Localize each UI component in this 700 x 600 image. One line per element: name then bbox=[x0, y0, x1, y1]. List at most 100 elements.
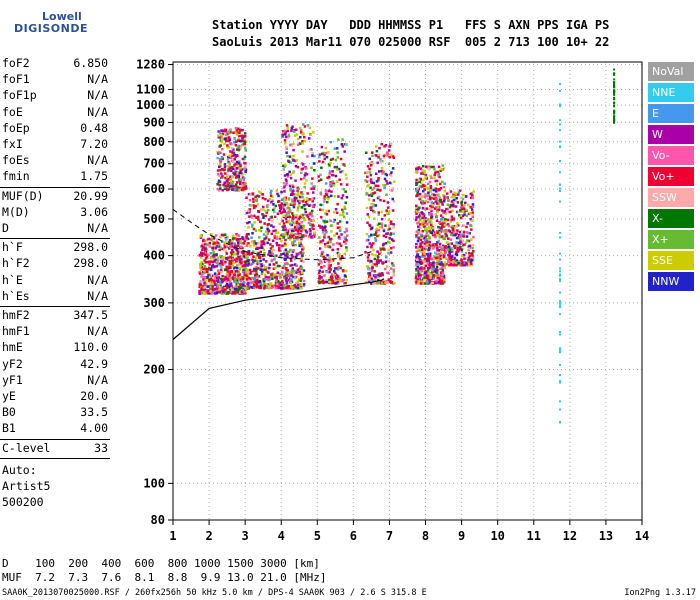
echo-point bbox=[233, 141, 236, 144]
echo-point bbox=[418, 197, 422, 201]
echo-point bbox=[467, 256, 470, 260]
echo-point bbox=[461, 261, 464, 264]
echo-point bbox=[300, 131, 303, 134]
echo-point bbox=[366, 245, 369, 249]
echo-point bbox=[318, 275, 321, 278]
echo-point bbox=[293, 201, 296, 205]
echo-point bbox=[281, 244, 284, 248]
echo-point bbox=[420, 269, 424, 273]
echo-point bbox=[370, 202, 373, 206]
echo-point bbox=[241, 157, 245, 161]
echo-point bbox=[270, 273, 273, 276]
echo-point bbox=[292, 142, 295, 146]
echo-point bbox=[283, 190, 286, 193]
echo-point bbox=[211, 261, 215, 264]
echo-point bbox=[277, 199, 281, 203]
echo-point bbox=[336, 202, 339, 206]
echo-point bbox=[443, 210, 447, 213]
echo-point bbox=[226, 277, 229, 281]
echo-point bbox=[424, 247, 428, 251]
echo-point bbox=[246, 259, 250, 262]
trace-point bbox=[559, 291, 561, 294]
echo-point bbox=[441, 271, 445, 274]
topside-profile bbox=[172, 208, 372, 261]
echo-point bbox=[204, 260, 208, 264]
echo-point bbox=[223, 292, 227, 295]
echo-point bbox=[260, 284, 263, 288]
echo-point bbox=[439, 198, 443, 202]
echo-point bbox=[295, 159, 298, 162]
echo-point bbox=[371, 209, 375, 213]
echo-point bbox=[288, 170, 291, 174]
echo-point bbox=[423, 242, 427, 245]
echo-point bbox=[198, 289, 201, 293]
echo-point bbox=[282, 205, 285, 208]
echo-point bbox=[327, 240, 331, 243]
echo-point bbox=[368, 273, 372, 277]
echo-point bbox=[229, 166, 232, 170]
echo-point bbox=[283, 200, 286, 203]
muf-row: MUF 7.2 7.3 7.6 8.1 8.8 9.9 13.0 21.0 [M… bbox=[2, 571, 327, 584]
x-tick-label: 5 bbox=[314, 529, 321, 543]
echo-point bbox=[254, 244, 258, 247]
echo-point bbox=[438, 208, 441, 212]
echo-point bbox=[294, 216, 298, 219]
echo-point bbox=[429, 195, 432, 198]
echo-point bbox=[459, 263, 462, 267]
echo-point bbox=[301, 150, 304, 153]
echo-point bbox=[377, 275, 380, 279]
echo-point bbox=[234, 130, 237, 133]
param-value: 110.0 bbox=[73, 340, 108, 355]
echo-point bbox=[293, 270, 296, 273]
echo-point bbox=[377, 156, 380, 159]
echo-point bbox=[216, 290, 220, 294]
echo-point bbox=[441, 209, 444, 212]
echo-point bbox=[225, 238, 228, 241]
echo-point bbox=[418, 180, 421, 183]
echo-point bbox=[259, 220, 262, 224]
echo-point bbox=[207, 237, 210, 241]
echo-point bbox=[292, 255, 296, 259]
echo-point bbox=[366, 185, 369, 188]
echo-point bbox=[382, 242, 386, 246]
echo-point bbox=[438, 278, 441, 282]
echo-point bbox=[429, 190, 432, 193]
echo-point bbox=[232, 148, 235, 151]
echo-point bbox=[321, 228, 325, 232]
echo-point bbox=[463, 257, 466, 260]
echo-point bbox=[335, 165, 339, 169]
echo-point bbox=[309, 233, 312, 236]
echo-point bbox=[287, 221, 291, 224]
echo-point bbox=[218, 131, 222, 135]
echo-point bbox=[230, 245, 234, 248]
echo-point bbox=[416, 190, 420, 193]
echo-point bbox=[451, 254, 455, 257]
echo-point bbox=[203, 250, 206, 254]
echo-point bbox=[456, 229, 459, 232]
echo-point bbox=[204, 292, 208, 295]
echo-point bbox=[239, 129, 242, 132]
echo-point bbox=[224, 172, 227, 175]
echo-point bbox=[460, 216, 463, 220]
echo-point bbox=[367, 183, 370, 187]
echo-point bbox=[385, 279, 388, 283]
echo-point bbox=[202, 246, 205, 249]
echo-point bbox=[255, 265, 258, 269]
x-tick-label: 4 bbox=[278, 529, 285, 543]
echo-point bbox=[392, 274, 395, 277]
echo-point bbox=[319, 279, 322, 282]
param-row-foe: foE N/A bbox=[0, 105, 110, 121]
echo-point bbox=[237, 244, 240, 247]
echo-point bbox=[376, 255, 380, 259]
echo-point bbox=[368, 224, 372, 228]
echo-point bbox=[433, 188, 436, 192]
echo-point bbox=[207, 268, 210, 271]
trace-point bbox=[559, 129, 561, 132]
echo-point bbox=[246, 269, 249, 272]
echo-point bbox=[270, 232, 273, 236]
y-tick-label: 300 bbox=[143, 296, 165, 310]
param-value: 33 bbox=[94, 440, 108, 455]
echo-point bbox=[419, 185, 423, 189]
echo-point bbox=[390, 276, 393, 280]
echo-point bbox=[323, 260, 327, 263]
